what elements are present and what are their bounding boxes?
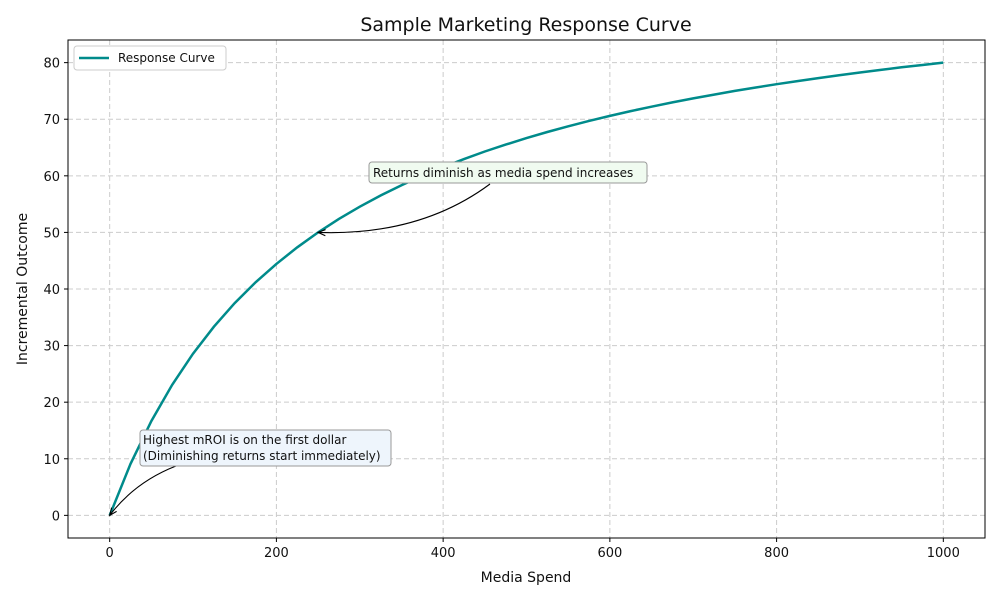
- y-tick-label: 60: [43, 170, 60, 185]
- annotation-arrow: [316, 183, 491, 237]
- y-tick-label: 0: [52, 509, 60, 524]
- legend-box: [73, 45, 227, 71]
- x-tick-label: 600: [597, 546, 622, 561]
- legend-label: Response Curve: [118, 51, 215, 65]
- y-tick-label: 70: [43, 113, 60, 128]
- y-tick-label: 10: [43, 453, 60, 468]
- annotation-text: Returns diminish as media spend increase…: [373, 166, 633, 180]
- y-tick-label: 50: [43, 226, 60, 241]
- x-tick-label: 800: [764, 546, 789, 561]
- y-tick-label: 40: [43, 283, 60, 298]
- annotation-first-dollar: Highest mROI is on the first dollar (Dim…: [108, 429, 392, 517]
- series-line-response-curve: [108, 61, 944, 516]
- x-tick-label: 0: [106, 546, 114, 561]
- x-axis: 0 200 400 600 800 1000: [106, 538, 960, 561]
- x-tick-label: 200: [264, 546, 289, 561]
- y-axis: 0 10 20 30 40 50 60 70 80: [43, 57, 68, 524]
- legend: Response Curve: [73, 45, 227, 71]
- y-tick-label: 20: [43, 396, 60, 411]
- annotation-diminishing-returns: Returns diminish as media spend increase…: [316, 161, 648, 237]
- x-tick-label: 400: [431, 546, 456, 561]
- y-axis-label: Incremental Outcome: [15, 213, 31, 365]
- x-tick-label: 1000: [927, 546, 960, 561]
- annotation-arrow: [108, 465, 177, 517]
- annotation-box: [139, 429, 392, 467]
- x-axis-label: Media Spend: [481, 570, 572, 586]
- y-tick-label: 30: [43, 340, 60, 355]
- y-tick-label: 80: [43, 57, 60, 72]
- annotation-text-line-2: (Diminishing returns start immediately): [143, 449, 381, 463]
- chart-title: Sample Marketing Response Curve: [360, 14, 691, 36]
- annotation-box: [368, 161, 648, 184]
- annotation-text-line-1: Highest mROI is on the first dollar: [143, 433, 346, 447]
